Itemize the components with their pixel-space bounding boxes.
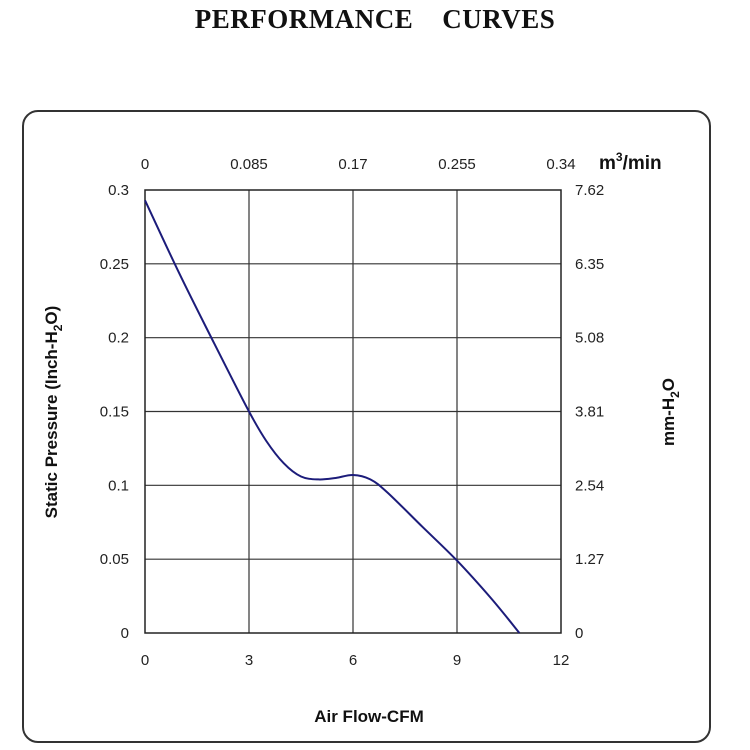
y2-tick-label: 5.08	[575, 330, 604, 347]
x-tick-label: 0	[141, 652, 149, 669]
chart-title: PERFORMANCE CURVES	[194, 4, 556, 34]
y-tick-label: 0.05	[100, 551, 129, 568]
y2-tick-label: 6.35	[575, 256, 604, 273]
y-tick-label: 0.2	[108, 330, 129, 347]
x-tick-label: 9	[453, 652, 461, 669]
y-axis-label-sub: 2	[51, 324, 65, 331]
y2-axis-label: mm-H2O	[659, 378, 682, 446]
x2-tick-label: 0.255	[438, 156, 476, 173]
x2-axis-label: m3/min	[599, 150, 662, 174]
x2-axis-label-sup: 3	[616, 150, 623, 164]
y2-axis-label-main: mm-H	[659, 398, 678, 446]
x2-tick-label: 0.17	[338, 156, 367, 173]
y-axis-label-end: O)	[42, 306, 61, 325]
x2-tick-label: 0	[141, 156, 149, 173]
y2-tick-label: 7.62	[575, 182, 604, 199]
y2-tick-labels: 0 1.27 2.54 3.81 5.08 6.35 7.62	[575, 182, 604, 642]
x-axis-label: Air Flow-CFM	[314, 707, 424, 726]
y-axis-label: Static Pressure (Inch-H2O)	[42, 306, 65, 519]
y2-tick-label: 2.54	[575, 477, 604, 494]
y-tick-label: 0.3	[108, 182, 129, 199]
y2-tick-label: 3.81	[575, 404, 604, 421]
y2-tick-label: 0	[575, 625, 583, 642]
y-tick-label: 0.25	[100, 256, 129, 273]
y2-axis-label-end: O	[659, 378, 678, 391]
x2-axis-label-main: m	[599, 153, 616, 174]
y2-tick-label: 1.27	[575, 551, 604, 568]
x2-axis-label-end: /min	[623, 153, 662, 174]
chart-frame	[22, 110, 711, 743]
plot-border	[144, 189, 562, 634]
y2-axis-label-sub: 2	[668, 391, 682, 398]
y-tick-labels: 0 0.05 0.1 0.15 0.2 0.25 0.3	[100, 182, 129, 642]
y-tick-label: 0	[121, 625, 129, 642]
pressure-curve-line	[144, 199, 521, 634]
y-tick-label: 0.15	[100, 404, 129, 421]
grid-lines	[145, 190, 561, 633]
y-tick-label: 0.1	[108, 477, 129, 494]
x-tick-label: 6	[349, 652, 357, 669]
y-axis-label-main: Static Pressure (Inch-H	[42, 331, 61, 518]
x-tick-label: 12	[553, 652, 570, 669]
x2-tick-label: 0.085	[230, 156, 268, 173]
x2-tick-label: 0.34	[546, 156, 575, 173]
x-tick-label: 3	[245, 652, 253, 669]
x-tick-labels: 0 3 6 9 12	[141, 652, 570, 669]
x2-tick-labels: 0 0.085 0.17 0.255 0.34	[141, 156, 576, 173]
